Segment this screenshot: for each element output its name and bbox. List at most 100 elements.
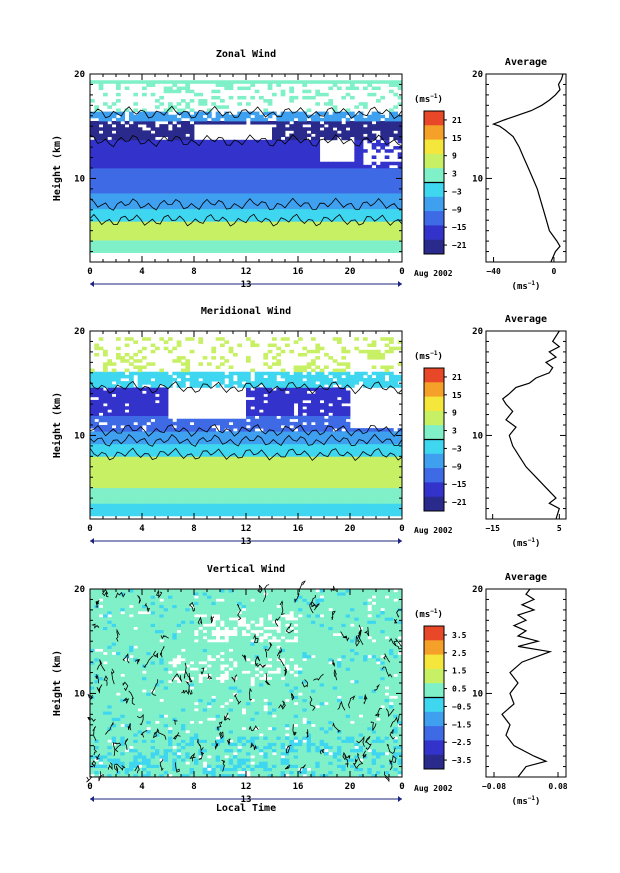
heatmap-cell — [228, 177, 234, 181]
heatmap-cell — [150, 387, 156, 391]
heatmap-cell — [389, 205, 394, 210]
heatmap-cell — [241, 114, 247, 119]
heatmap-cell — [124, 453, 130, 457]
heatmap-cell — [211, 484, 217, 489]
heatmap-cell — [272, 243, 277, 247]
colorbar-unit: (ms−1) — [414, 93, 443, 105]
heatmap-cell — [202, 193, 208, 197]
heatmap-cell — [207, 146, 212, 150]
heatmap-cell — [168, 108, 173, 112]
heatmap-cell — [233, 161, 238, 166]
heatmap-cell — [124, 171, 130, 175]
heatmap-cell — [306, 158, 312, 163]
heatmap-cell — [272, 158, 277, 163]
heatmap-cell — [354, 193, 360, 197]
heatmap-cell — [393, 205, 399, 210]
heatmap-cell — [159, 468, 165, 473]
heatmap-cell — [215, 164, 221, 169]
heatmap-cell — [181, 490, 186, 495]
heatmap-cell — [220, 193, 225, 197]
heatmap-cell — [98, 161, 104, 166]
heatmap-cell — [371, 215, 377, 219]
heatmap-cell — [215, 487, 221, 492]
heatmap-cell — [155, 396, 160, 401]
heatmap-cell — [194, 371, 199, 376]
heatmap-cell — [103, 92, 108, 97]
heatmap-cell — [267, 171, 273, 175]
heatmap-cell — [111, 177, 117, 181]
heatmap-cell — [354, 171, 360, 175]
heatmap-cell — [345, 80, 351, 84]
heatmap-cell — [124, 215, 130, 219]
heatmap-cell — [150, 202, 156, 206]
heatmap-cell — [237, 121, 243, 125]
heatmap-cell — [159, 371, 165, 376]
heatmap-cell — [215, 146, 221, 150]
heatmap-cell — [94, 227, 100, 232]
heatmap-cell — [155, 215, 160, 219]
heatmap-cell — [241, 152, 247, 156]
heatmap-cell — [194, 111, 199, 116]
heatmap-cell — [293, 152, 299, 156]
heatmap-cell — [259, 117, 264, 122]
heatmap-cell — [384, 180, 390, 185]
heatmap-cell — [207, 446, 212, 451]
heatmap-cell — [207, 465, 212, 470]
heatmap-cell — [337, 86, 342, 91]
heatmap-cell — [159, 374, 165, 379]
heatmap-cell — [254, 472, 260, 476]
heatmap-cell — [168, 114, 173, 119]
heatmap-cell — [107, 155, 113, 159]
heatmap-cell — [285, 174, 290, 178]
heatmap-cell — [120, 127, 126, 131]
heatmap-cell — [202, 205, 208, 210]
heatmap-cell — [124, 337, 130, 341]
heatmap-cell — [332, 124, 338, 128]
heatmap-cell — [397, 202, 403, 206]
heatmap-cell — [163, 475, 169, 479]
heatmap-cell — [237, 490, 243, 495]
heatmap-cell — [94, 133, 100, 138]
heatmap-cell — [263, 142, 269, 147]
heatmap-cell — [315, 193, 321, 197]
heatmap-cell — [311, 189, 316, 194]
heatmap-cell — [159, 481, 165, 485]
heatmap-cell — [302, 152, 308, 156]
heatmap-cell — [233, 183, 238, 188]
heatmap-cell — [111, 218, 117, 222]
heatmap-cell — [163, 390, 169, 395]
heatmap-cell — [215, 215, 221, 219]
heatmap-cell — [354, 224, 360, 228]
heatmap-cell — [120, 202, 126, 206]
heatmap-cell — [350, 111, 355, 116]
heatmap-cell — [155, 403, 160, 407]
heatmap-cell — [111, 490, 117, 495]
heatmap-cell — [103, 415, 108, 420]
heatmap-cell — [215, 459, 221, 463]
heatmap-cell — [94, 180, 100, 185]
heatmap-cell — [142, 465, 147, 470]
heatmap-cell — [289, 111, 295, 116]
heatmap-cell — [181, 164, 186, 169]
heatmap-cell — [163, 89, 169, 94]
heatmap-cell — [98, 456, 104, 460]
heatmap-cell — [90, 158, 95, 163]
heatmap-cell — [124, 224, 130, 228]
heatmap-cell — [159, 193, 165, 197]
heatmap-cell — [280, 230, 286, 235]
heatmap-cell — [168, 478, 173, 482]
heatmap-cell — [159, 431, 165, 435]
heatmap-cell — [233, 146, 238, 150]
heatmap-cell — [280, 193, 286, 197]
heatmap-cell — [120, 453, 126, 457]
heatmap-cell — [155, 478, 160, 482]
heatmap-cell — [142, 409, 147, 413]
heatmap-cell — [276, 155, 282, 159]
heatmap-cell — [181, 497, 186, 501]
heatmap-cell — [111, 415, 117, 420]
heatmap-cell — [250, 83, 256, 87]
heatmap-cell — [176, 512, 182, 517]
heatmap-cell — [246, 337, 251, 341]
heatmap-cell — [302, 205, 308, 210]
